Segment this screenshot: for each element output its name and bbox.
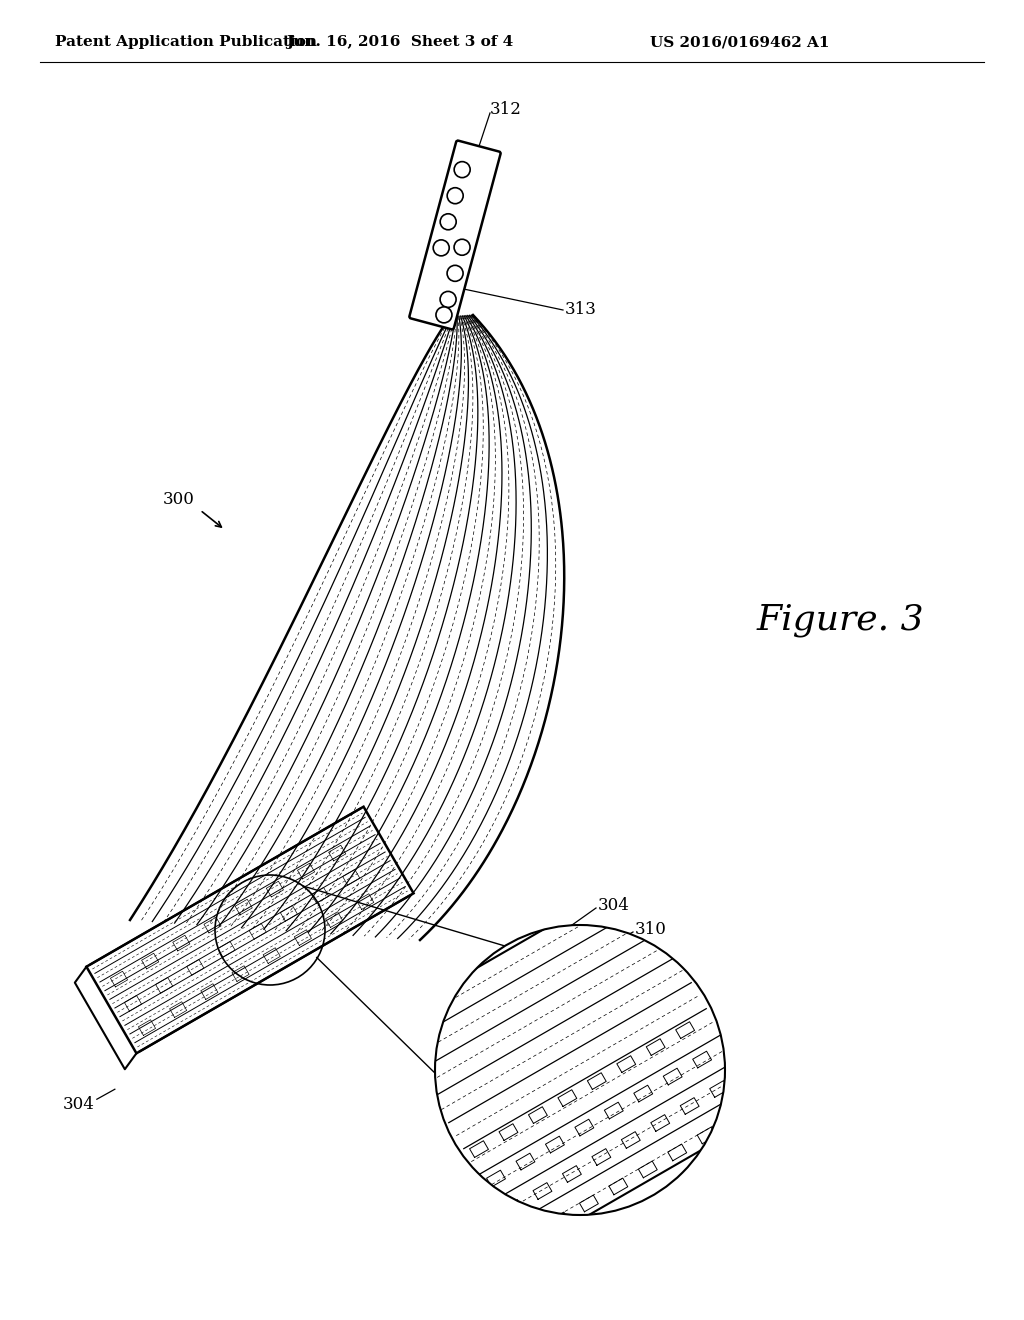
Circle shape (433, 240, 450, 256)
Text: US 2016/0169462 A1: US 2016/0169462 A1 (650, 36, 829, 49)
Text: Jun. 16, 2016  Sheet 3 of 4: Jun. 16, 2016 Sheet 3 of 4 (287, 36, 514, 49)
Circle shape (435, 925, 725, 1214)
Circle shape (440, 292, 456, 308)
Circle shape (454, 239, 470, 255)
Text: 304: 304 (598, 896, 630, 913)
Circle shape (447, 187, 463, 203)
Text: 304: 304 (62, 1096, 95, 1113)
FancyBboxPatch shape (410, 141, 501, 330)
Text: Patent Application Publication: Patent Application Publication (55, 36, 317, 49)
Text: 312: 312 (490, 102, 522, 119)
Text: 300: 300 (163, 491, 195, 508)
Circle shape (447, 265, 463, 281)
Circle shape (436, 306, 452, 323)
Text: 313: 313 (565, 301, 597, 318)
Text: 310: 310 (635, 921, 667, 939)
Circle shape (440, 214, 456, 230)
Circle shape (455, 161, 470, 178)
FancyBboxPatch shape (86, 807, 414, 1053)
Text: Figure. 3: Figure. 3 (756, 603, 924, 638)
